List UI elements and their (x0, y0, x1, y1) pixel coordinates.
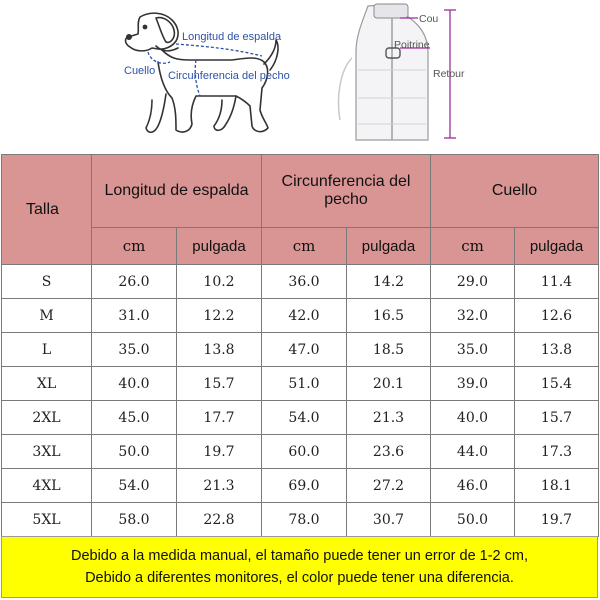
unit-cell: cm (261, 227, 347, 265)
table-cell: 15.7 (176, 366, 262, 401)
table-row: 5XL 58.0 22.8 78.0 30.7 50.0 19.7 (1, 502, 600, 537)
coat-measure-arrows (400, 9, 456, 139)
size-label: L (1, 332, 92, 367)
disclaimer-note: Debido a la medida manual, el tamaño pue… (1, 536, 598, 598)
table-cell: 50.0 (430, 502, 515, 537)
size-label: 4XL (1, 468, 92, 503)
table-cell: 40.0 (91, 366, 177, 401)
table-row: XL 40.0 15.7 51.0 20.1 39.0 15.4 (1, 366, 600, 401)
coat-label-chest: Poitrine (394, 39, 430, 51)
table-cell: 20.1 (346, 366, 431, 401)
table-cell: 69.0 (261, 468, 347, 503)
unit-cell: pulgada (513, 227, 600, 265)
table-cell: 42.0 (261, 298, 347, 333)
table-cell: 10.2 (176, 264, 262, 299)
table-header-row: Talla Longitud de espalda Circunferencia… (1, 154, 600, 265)
table-cell: 45.0 (91, 400, 177, 435)
table-cell: 19.7 (513, 502, 600, 537)
table-cell: 16.5 (346, 298, 431, 333)
table-cell: 31.0 (91, 298, 177, 333)
table-cell: 32.0 (430, 298, 515, 333)
table-cell: 17.3 (513, 434, 600, 469)
note-line-1: Debido a la medida manual, el tamaño pue… (70, 548, 529, 564)
table-cell: 13.8 (176, 332, 262, 367)
size-chart-table: Talla Longitud de espalda Circunferencia… (1, 154, 600, 537)
table-cell: 29.0 (430, 264, 515, 299)
table-cell: 13.8 (513, 332, 600, 367)
size-label: S (1, 264, 92, 299)
table-cell: 47.0 (261, 332, 347, 367)
unit-cell: pulgada (176, 227, 262, 265)
table-units-row: cm pulgada cm pulgada cm pulgada (2, 227, 600, 265)
table-cell: 21.3 (346, 400, 431, 435)
table-cell: 14.2 (346, 264, 431, 299)
unit-cell: cm (91, 227, 177, 265)
size-label: XL (1, 366, 92, 401)
table-row: 3XL 50.0 19.7 60.0 23.6 44.0 17.3 (1, 434, 600, 469)
table-cell: 44.0 (430, 434, 515, 469)
table-cell: 12.2 (176, 298, 262, 333)
header-back-length: Longitud de espalda (91, 154, 262, 228)
table-cell: 35.0 (91, 332, 177, 367)
table-cell: 17.7 (176, 400, 262, 435)
size-label: 5XL (1, 502, 92, 537)
unit-cell: pulgada (346, 227, 431, 265)
table-cell: 15.4 (513, 366, 600, 401)
table-cell: 50.0 (91, 434, 177, 469)
table-cell: 18.5 (346, 332, 431, 367)
dog-measure-lines (147, 43, 263, 97)
table-cell: 23.6 (346, 434, 431, 469)
table-cell: 11.4 (513, 264, 600, 299)
header-size: Talla (1, 154, 92, 265)
table-cell: 35.0 (430, 332, 515, 367)
table-row: M 31.0 12.2 42.0 16.5 32.0 12.6 (1, 298, 600, 333)
table-cell: 54.0 (261, 400, 347, 435)
note-line-2: Debido a diferentes monitores, el color … (85, 570, 514, 586)
table-cell: 22.8 (176, 502, 262, 537)
table-cell: 78.0 (261, 502, 347, 537)
table-cell: 46.0 (430, 468, 515, 503)
table-cell: 36.0 (261, 264, 347, 299)
size-label: 3XL (1, 434, 92, 469)
table-cell: 58.0 (91, 502, 177, 537)
table-row: 2XL 45.0 17.7 54.0 21.3 40.0 15.7 (1, 400, 600, 435)
dog-illustration (124, 12, 279, 134)
table-cell: 27.2 (346, 468, 431, 503)
table-cell: 30.7 (346, 502, 431, 537)
table-row: L 35.0 13.8 47.0 18.5 35.0 13.8 (1, 332, 600, 367)
table-cell: 18.1 (513, 468, 600, 503)
table-cell: 15.7 (513, 400, 600, 435)
table-cell: 19.7 (176, 434, 262, 469)
table-cell: 40.0 (430, 400, 515, 435)
dog-label-back: Longitud de espalda (182, 31, 282, 43)
header-chest: Circunferencia del pecho (261, 154, 431, 228)
dog-label-neck: Cuello (124, 65, 155, 77)
table-cell: 60.0 (261, 434, 347, 469)
table-cell: 54.0 (91, 468, 177, 503)
table-cell: 21.3 (176, 468, 262, 503)
table-cell: 26.0 (91, 264, 177, 299)
coat-label-back: Retour (433, 68, 465, 80)
table-cell: 39.0 (430, 366, 515, 401)
table-cell: 12.6 (513, 298, 600, 333)
table-row: S 26.0 10.2 36.0 14.2 29.0 11.4 (1, 264, 600, 299)
table-cell: 51.0 (261, 366, 347, 401)
size-label: 2XL (1, 400, 92, 435)
coat-label-neck: Cou (419, 13, 438, 25)
dog-label-chest: Circunferencia del pecho (168, 70, 290, 82)
coat-illustration (337, 3, 429, 141)
table-row: 4XL 54.0 21.3 69.0 27.2 46.0 18.1 (1, 468, 600, 503)
measurement-illustration: Longitud de espalda Cuello Circunferenci… (124, 3, 465, 141)
size-label: M (1, 298, 92, 333)
header-neck: Cuello (429, 154, 600, 228)
unit-cell: cm (430, 227, 515, 265)
